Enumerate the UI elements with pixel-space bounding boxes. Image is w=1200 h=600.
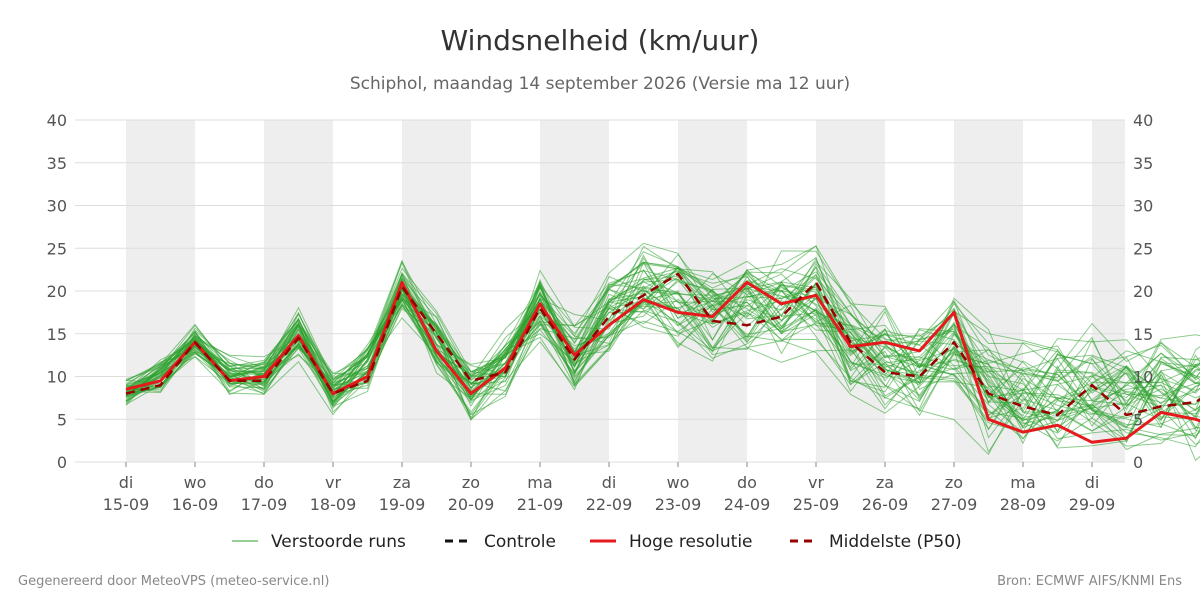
x-tick-date: 15-09 [103,495,150,514]
ensemble-member-line [125,283,1200,433]
ensemble-member-line [125,270,1200,434]
x-tick-date: 25-09 [793,495,840,514]
ensemble-member-line [125,278,1200,412]
x-tick-date: 22-09 [586,495,633,514]
x-tick-day: vr [325,473,341,492]
series-line-middelste-p50 [125,272,1200,417]
x-tick-day: zo [462,473,480,492]
y-tick-label-left: 0 [57,453,67,472]
ensemble-member-line [125,242,1200,405]
x-tick-day: zo [945,473,963,492]
y-tick-label-right: 5 [1133,410,1143,429]
x-tick-date: 21-09 [517,495,564,514]
x-tick-date: 24-09 [724,495,771,514]
x-tick-day: di [1085,473,1100,492]
ensemble-lines [125,242,1200,462]
ensemble-member-line [125,276,1200,432]
ensemble-member-line [125,251,1200,414]
series-line-hoge-resolutie [125,280,1200,444]
y-tick-label-right: 40 [1133,111,1153,130]
y-axis-ticks: 0 0 5 5 10 10 15 15 20 20 25 25 30 30 35 35 40 40 [47,111,1154,472]
y-tick-label-right: 10 [1133,368,1153,387]
ensemble-member-line [125,283,1200,441]
x-tick-date: 17-09 [241,495,288,514]
y-tick-label-right: 0 [1133,453,1143,472]
x-tick-day: vr [808,473,824,492]
y-tick-label-left: 40 [47,111,67,130]
y-tick-label-left: 10 [47,368,67,387]
x-tick-date: 16-09 [172,495,219,514]
y-tick-label-left: 35 [47,154,67,173]
x-tick-date: 23-09 [655,495,702,514]
x-axis-ticks: di 15-09 wo 16-09 do 17-09 vr 18-09 za 19-09 zo 20-… [103,462,1116,514]
x-tick-day: ma [527,473,552,492]
chart-title: Windsnelheid (km/uur) [441,24,760,57]
x-tick-day: za [393,473,411,492]
x-tick-date: 27-09 [931,495,978,514]
ensemble-member-line [125,283,1200,448]
y-tick-label-left: 25 [47,239,67,258]
footer-source: Bron: ECMWF AIFS/KNMI Ens [997,574,1182,589]
legend: Verstoorde runs Controle Hoge resolutie Mid… [232,532,962,552]
ensemble-member-line [125,289,1200,444]
ensemble-member-line [125,257,1200,416]
chart-subtitle: Schiphol, maandag 14 september 2026 (Ver… [350,74,850,94]
ensemble-member-line [125,266,1200,433]
x-tick-date: 19-09 [379,495,426,514]
y-tick-label-left: 15 [47,325,67,344]
y-tick-label-left: 5 [57,410,67,429]
ensemble-member-line [125,261,1200,421]
x-tick-day: wo [184,473,207,492]
x-tick-date: 29-09 [1069,495,1116,514]
x-tick-day: za [876,473,894,492]
x-tick-date: 26-09 [862,495,909,514]
x-tick-date: 28-09 [1000,495,1047,514]
x-tick-day: do [737,473,757,492]
ensemble-member-line [125,285,1200,446]
y-tick-label-right: 20 [1133,282,1153,301]
ensemble-member-line [125,267,1200,433]
ensemble-member-line [125,253,1200,407]
ensemble-member-line [125,245,1200,405]
x-tick-day: do [254,473,274,492]
x-tick-day: wo [667,473,690,492]
x-tick-date: 18-09 [310,495,357,514]
legend-label: Verstoorde runs [271,532,406,552]
legend-label: Middelste (P50) [829,532,962,552]
y-tick-label-right: 15 [1133,325,1153,344]
x-tick-date: 20-09 [448,495,495,514]
ensemble-member-line [125,283,1200,462]
x-tick-day: ma [1010,473,1035,492]
legend-label: Controle [484,532,556,552]
legend-label: Hoge resolutie [629,532,753,552]
ensemble-member-line [125,276,1200,434]
ensemble-member-line [125,263,1200,421]
x-tick-day: di [119,473,134,492]
y-tick-label-right: 30 [1133,197,1153,216]
x-tick-day: di [602,473,617,492]
footer-generator: Gegenereerd door MeteoVPS (meteo-service… [18,574,329,589]
y-tick-label-left: 20 [47,282,67,301]
main-series-lines [125,272,1200,444]
y-tick-label-right: 35 [1133,154,1153,173]
y-tick-label-left: 30 [47,197,67,216]
ensemble-member-line [125,254,1200,411]
y-tick-label-right: 25 [1133,239,1153,258]
